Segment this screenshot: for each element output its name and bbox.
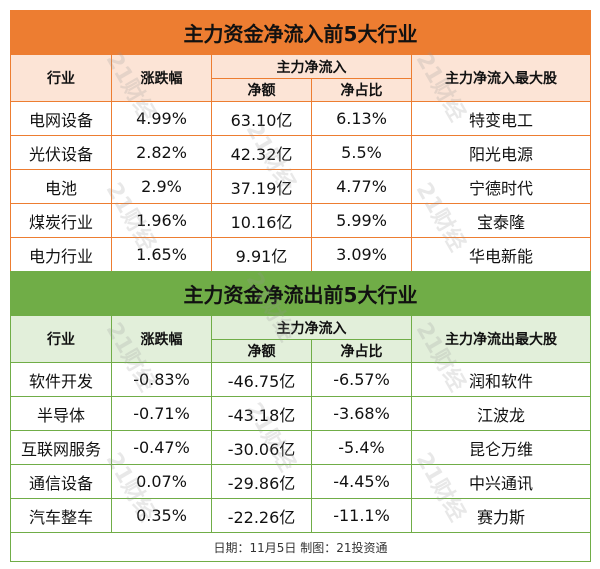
cell-industry: 光伏设备 [10, 135, 112, 170]
table-row: 软件开发 -0.83% -46.75亿 -6.57% 润和软件 [10, 362, 591, 397]
col-ratio: 净占比 [311, 78, 412, 102]
outflow-title: 主力资金净流出前5大行业 [10, 271, 591, 316]
cell-amount: 37.19亿 [211, 169, 312, 204]
table-row: 电网设备 4.99% 63.10亿 6.13% 特变电工 [10, 101, 591, 136]
cell-industry: 互联网服务 [10, 430, 112, 465]
table-row: 半导体 -0.71% -43.18亿 -3.68% 江波龙 [10, 396, 591, 431]
cell-top-stock: 华电新能 [411, 237, 591, 272]
col-industry: 行业 [10, 315, 112, 363]
cell-amount: -46.75亿 [211, 362, 312, 397]
cell-change: 2.9% [111, 169, 212, 204]
cell-ratio: -5.4% [311, 430, 412, 465]
cell-ratio: 5.5% [311, 135, 412, 170]
cell-change: 0.35% [111, 498, 212, 533]
cell-change: 4.99% [111, 101, 212, 136]
cell-change: 2.82% [111, 135, 212, 170]
col-change: 涨跌幅 [111, 54, 212, 102]
col-group: 主力净流入 [211, 54, 412, 79]
table-row: 互联网服务 -0.47% -30.06亿 -5.4% 昆仑万维 [10, 430, 591, 465]
col-ratio: 净占比 [311, 339, 412, 363]
cell-change: 0.07% [111, 464, 212, 499]
cell-top-stock: 特变电工 [411, 101, 591, 136]
cell-top-stock: 昆仑万维 [411, 430, 591, 465]
cell-amount: 42.32亿 [211, 135, 312, 170]
footer-caption: 日期：11月5日 制图：21投资通 [10, 532, 591, 562]
cell-industry: 汽车整车 [10, 498, 112, 533]
cell-industry: 通信设备 [10, 464, 112, 499]
col-change: 涨跌幅 [111, 315, 212, 363]
cell-amount: -29.86亿 [211, 464, 312, 499]
cell-top-stock: 润和软件 [411, 362, 591, 397]
cell-top-stock: 赛力斯 [411, 498, 591, 533]
cell-ratio: -4.45% [311, 464, 412, 499]
col-amount: 净额 [211, 339, 312, 363]
cell-amount: 9.91亿 [211, 237, 312, 272]
cell-industry: 电力行业 [10, 237, 112, 272]
cell-amount: -30.06亿 [211, 430, 312, 465]
col-industry: 行业 [10, 54, 112, 102]
col-amount: 净额 [211, 78, 312, 102]
table-row: 汽车整车 0.35% -22.26亿 -11.1% 赛力斯 [10, 498, 591, 533]
cell-industry: 半导体 [10, 396, 112, 431]
inflow-table: 主力资金净流入前5大行业 行业 涨跌幅 主力净流入 主力净流入最大股 净额 净占… [10, 10, 591, 272]
table-row: 电池 2.9% 37.19亿 4.77% 宁德时代 [10, 169, 591, 204]
cell-ratio: -3.68% [311, 396, 412, 431]
col-group: 主力净流入 [211, 315, 412, 340]
cell-top-stock: 宝泰隆 [411, 203, 591, 238]
cell-amount: -43.18亿 [211, 396, 312, 431]
cell-change: -0.71% [111, 396, 212, 431]
cell-change: 1.65% [111, 237, 212, 272]
cell-ratio: -6.57% [311, 362, 412, 397]
cell-ratio: 6.13% [311, 101, 412, 136]
col-top-stock: 主力净流入最大股 [411, 54, 591, 102]
cell-top-stock: 阳光电源 [411, 135, 591, 170]
inflow-title: 主力资金净流入前5大行业 [10, 10, 591, 55]
table-row: 通信设备 0.07% -29.86亿 -4.45% 中兴通讯 [10, 464, 591, 499]
cell-industry: 电池 [10, 169, 112, 204]
table-row: 光伏设备 2.82% 42.32亿 5.5% 阳光电源 [10, 135, 591, 170]
cell-industry: 软件开发 [10, 362, 112, 397]
cell-ratio: 5.99% [311, 203, 412, 238]
cell-industry: 电网设备 [10, 101, 112, 136]
col-top-stock: 主力净流出最大股 [411, 315, 591, 363]
cell-top-stock: 宁德时代 [411, 169, 591, 204]
outflow-table: 主力资金净流出前5大行业 行业 涨跌幅 主力净流入 主力净流出最大股 净额 净占… [10, 271, 591, 562]
cell-top-stock: 中兴通讯 [411, 464, 591, 499]
cell-ratio: 3.09% [311, 237, 412, 272]
cell-ratio: -11.1% [311, 498, 412, 533]
cell-amount: 10.16亿 [211, 203, 312, 238]
cell-amount: 63.10亿 [211, 101, 312, 136]
cell-amount: -22.26亿 [211, 498, 312, 533]
cell-industry: 煤炭行业 [10, 203, 112, 238]
cell-change: -0.83% [111, 362, 212, 397]
cell-change: -0.47% [111, 430, 212, 465]
table-row: 电力行业 1.65% 9.91亿 3.09% 华电新能 [10, 237, 591, 272]
cell-top-stock: 江波龙 [411, 396, 591, 431]
cell-ratio: 4.77% [311, 169, 412, 204]
cell-change: 1.96% [111, 203, 212, 238]
table-row: 煤炭行业 1.96% 10.16亿 5.99% 宝泰隆 [10, 203, 591, 238]
